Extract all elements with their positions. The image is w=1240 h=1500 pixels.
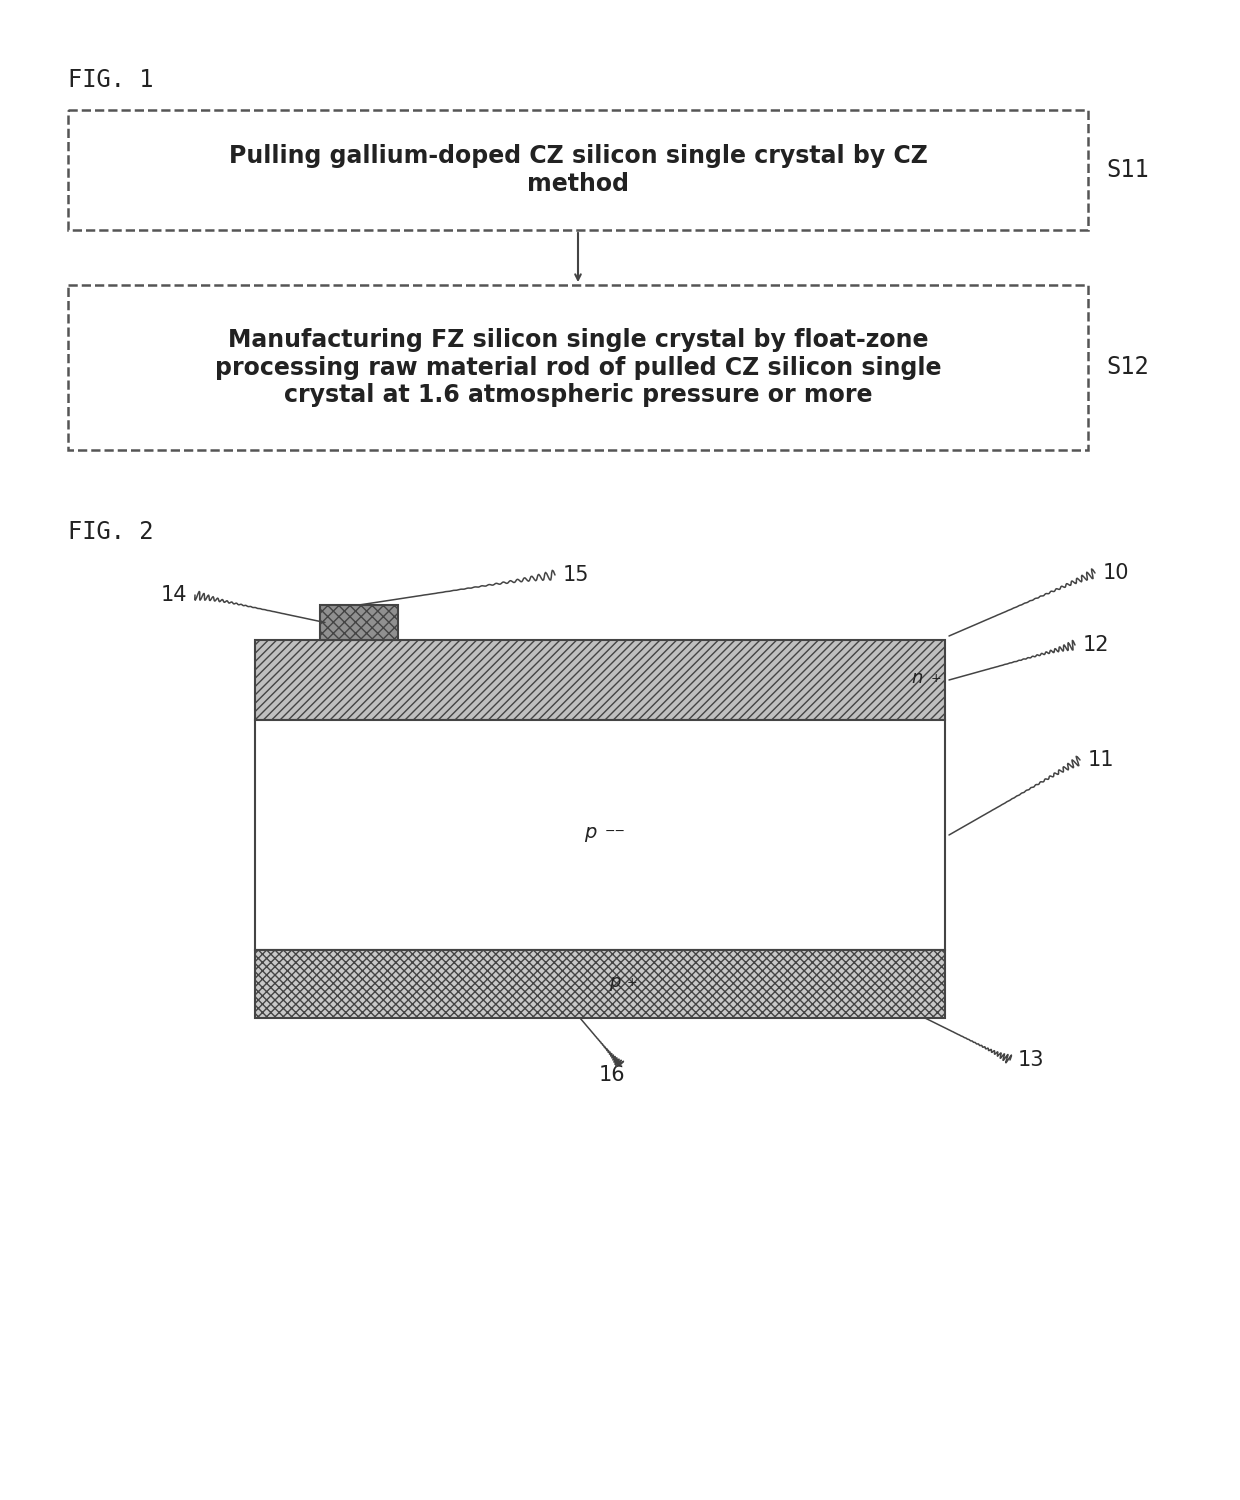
Text: S11: S11 <box>1106 158 1148 182</box>
Text: n: n <box>911 669 923 687</box>
Text: Manufacturing FZ silicon single crystal by float-zone
processing raw material ro: Manufacturing FZ silicon single crystal … <box>215 327 941 408</box>
Bar <box>68 285 1087 450</box>
Text: p: p <box>609 974 621 992</box>
Bar <box>255 640 945 720</box>
Text: +: + <box>931 672 941 686</box>
Text: 10: 10 <box>1104 562 1130 584</box>
Text: FIG. 1: FIG. 1 <box>68 68 154 92</box>
Text: p: p <box>584 824 596 843</box>
Text: S12: S12 <box>1106 356 1148 380</box>
Text: 12: 12 <box>1083 634 1110 656</box>
Bar <box>320 604 398 640</box>
Text: FIG. 2: FIG. 2 <box>68 520 154 544</box>
Text: 14: 14 <box>160 585 187 604</box>
Text: Pulling gallium-doped CZ silicon single crystal by CZ
method: Pulling gallium-doped CZ silicon single … <box>228 144 928 196</box>
Bar <box>255 720 945 950</box>
Text: 15: 15 <box>563 566 589 585</box>
Text: 13: 13 <box>1018 1050 1044 1070</box>
Bar <box>68 110 1087 230</box>
Text: −−: −− <box>605 825 626 839</box>
Text: +: + <box>627 976 637 988</box>
Bar <box>255 950 945 1018</box>
Text: 11: 11 <box>1087 750 1115 770</box>
Text: 16: 16 <box>599 1065 625 1084</box>
